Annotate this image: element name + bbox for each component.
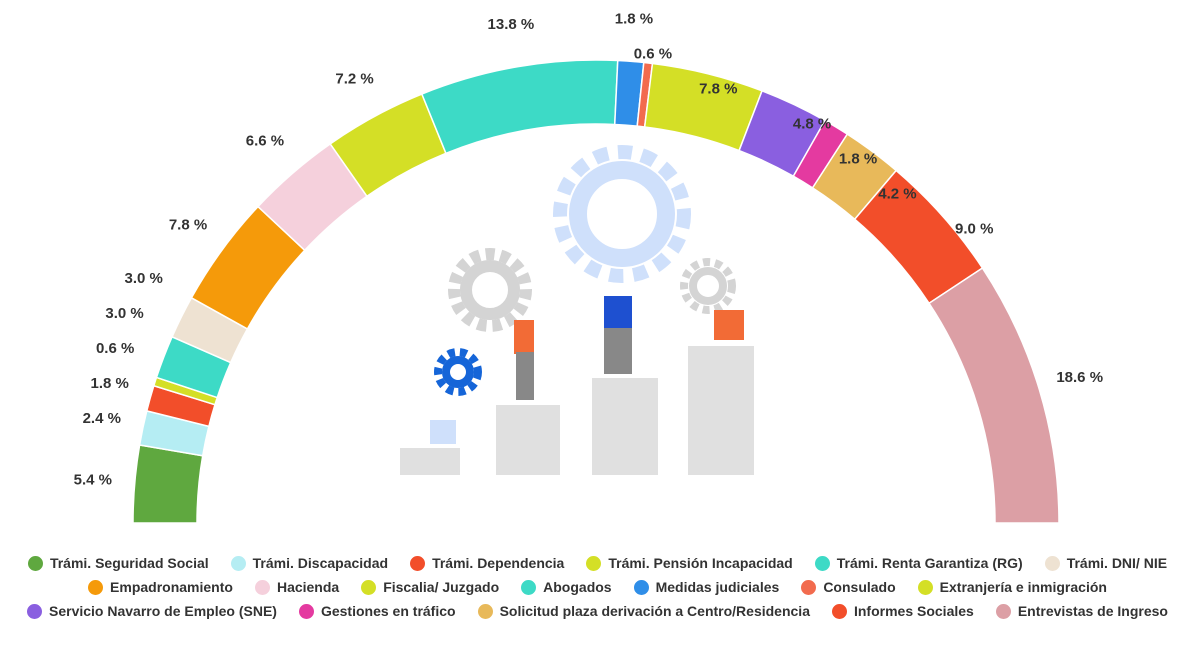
legend-label: Trámi. Discapacidad	[253, 555, 388, 571]
legend-item: Gestiones en tráfico	[299, 601, 456, 621]
legend-item: Trámi. Pensión Incapacidad	[586, 553, 792, 573]
legend-item: Entrevistas de Ingreso	[996, 601, 1168, 621]
legend-swatch	[255, 580, 270, 595]
legend-label: Trámi. Seguridad Social	[50, 555, 209, 571]
page: {"chart_data": {"type": "semi-donut", "c…	[0, 0, 1195, 650]
legend-item: Hacienda	[255, 577, 339, 597]
legend-item: Solicitud plaza derivación a Centro/Resi…	[478, 601, 810, 621]
data-label: 18.6 %	[1056, 369, 1103, 386]
legend-swatch	[231, 556, 246, 571]
illustration	[400, 152, 754, 475]
legend-item: Trámi. Renta Garantiza (RG)	[815, 553, 1023, 573]
data-label: 0.6 %	[634, 45, 672, 62]
slice	[422, 60, 618, 153]
legend-swatch	[410, 556, 425, 571]
data-label: 7.8 %	[699, 80, 737, 97]
data-label: 3.0 %	[105, 305, 143, 322]
data-label: 0.6 %	[96, 340, 134, 357]
legend-swatch	[801, 580, 816, 595]
legend-item: Abogados	[521, 577, 611, 597]
data-label: 13.8 %	[488, 16, 535, 33]
legend-label: Gestiones en tráfico	[321, 603, 456, 619]
legend-swatch	[361, 580, 376, 595]
legend-swatch	[299, 604, 314, 619]
legend-swatch	[27, 604, 42, 619]
legend-item: Fiscalia/ Juzgado	[361, 577, 499, 597]
slice	[133, 445, 203, 523]
legend-label: Trámi. Dependencia	[432, 555, 564, 571]
legend-item: Trámi. Seguridad Social	[28, 553, 209, 573]
legend-item: Medidas judiciales	[634, 577, 780, 597]
data-label: 2.4 %	[83, 410, 121, 427]
legend-label: Entrevistas de Ingreso	[1018, 603, 1168, 619]
legend: Trámi. Seguridad Social Trámi. Discapacid…	[0, 553, 1195, 621]
legend-label: Abogados	[543, 579, 611, 595]
data-label: 1.8 %	[90, 375, 128, 392]
data-label: 5.4 %	[74, 471, 112, 488]
legend-item: Informes Sociales	[832, 601, 974, 621]
data-label: 7.8 %	[169, 216, 207, 233]
legend-item: Trámi. Dependencia	[410, 553, 564, 573]
legend-label: Solicitud plaza derivación a Centro/Resi…	[500, 603, 810, 619]
legend-swatch	[918, 580, 933, 595]
legend-label: Consulado	[823, 579, 895, 595]
legend-swatch	[634, 580, 649, 595]
legend-swatch	[1045, 556, 1060, 571]
legend-item: Servicio Navarro de Empleo (SNE)	[27, 601, 277, 621]
legend-swatch	[521, 580, 536, 595]
data-label: 4.2 %	[878, 185, 916, 202]
legend-swatch	[28, 556, 43, 571]
data-label: 1.8 %	[615, 10, 653, 27]
legend-swatch	[832, 604, 847, 619]
legend-item: Trámi. DNI/ NIE	[1045, 553, 1167, 573]
legend-label: Trámi. DNI/ NIE	[1067, 555, 1167, 571]
legend-swatch	[996, 604, 1011, 619]
legend-item: Extranjería e inmigración	[918, 577, 1107, 597]
legend-swatch	[815, 556, 830, 571]
legend-label: Extranjería e inmigración	[940, 579, 1107, 595]
data-label: 3.0 %	[125, 270, 163, 287]
data-label: 1.8 %	[839, 150, 877, 167]
data-label: 6.6 %	[246, 133, 284, 150]
legend-label: Servicio Navarro de Empleo (SNE)	[49, 603, 277, 619]
legend-swatch	[478, 604, 493, 619]
legend-swatch	[586, 556, 601, 571]
legend-label: Informes Sociales	[854, 603, 974, 619]
legend-label: Trámi. Renta Garantiza (RG)	[837, 555, 1023, 571]
chart: 5.4 % 2.4 % 1.8 % 0.6 % 3.0 % 3.0 % 7.8 % 6.6 %…	[0, 0, 1195, 550]
legend-swatch	[88, 580, 103, 595]
legend-item: Empadronamiento	[88, 577, 233, 597]
legend-label: Empadronamiento	[110, 579, 233, 595]
data-label: 7.2 %	[335, 70, 373, 87]
data-label: 9.0 %	[955, 220, 993, 237]
legend-label: Trámi. Pensión Incapacidad	[608, 555, 792, 571]
legend-label: Hacienda	[277, 579, 339, 595]
legend-label: Medidas judiciales	[656, 579, 780, 595]
slice	[929, 268, 1059, 523]
legend-item: Trámi. Discapacidad	[231, 553, 388, 573]
legend-item: Consulado	[801, 577, 895, 597]
data-label: 4.8 %	[793, 115, 831, 132]
legend-label: Fiscalia/ Juzgado	[383, 579, 499, 595]
